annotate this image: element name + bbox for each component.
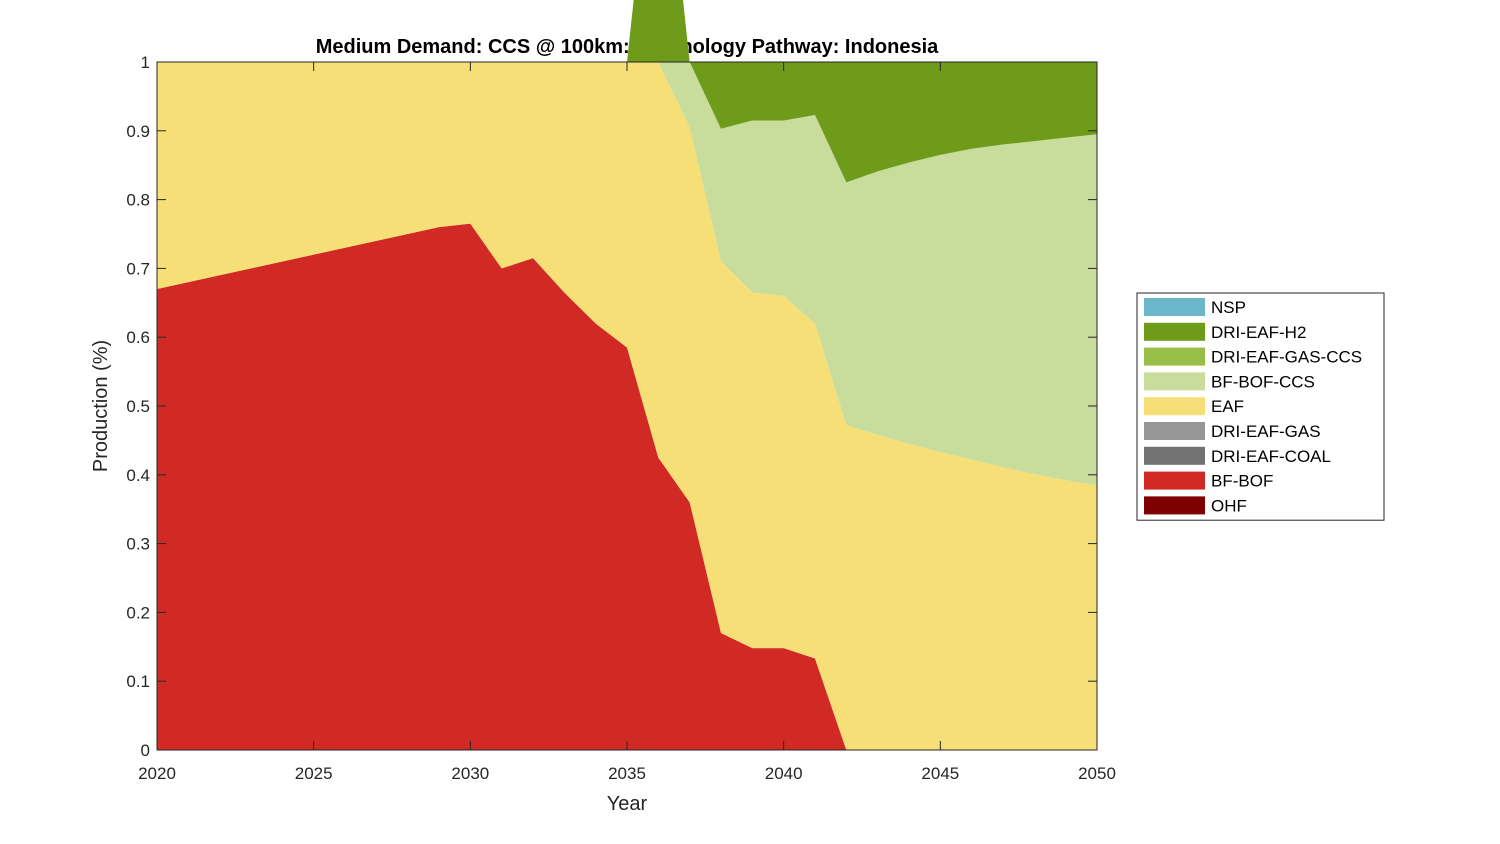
x-tick-label: 2025 bbox=[295, 764, 333, 783]
y-tick-label: 0 bbox=[141, 741, 150, 760]
x-tick-label: 2050 bbox=[1078, 764, 1116, 783]
legend-label-nsp: NSP bbox=[1211, 298, 1246, 317]
y-tick-label: 0.9 bbox=[126, 122, 150, 141]
legend-label-dri-eaf-gas: DRI-EAF-GAS bbox=[1211, 422, 1321, 441]
y-tick-label: 0.5 bbox=[126, 397, 150, 416]
legend-label-bf-bof: BF-BOF bbox=[1211, 472, 1273, 491]
x-axis-title: Year bbox=[607, 793, 648, 815]
legend-swatch-dri-eaf-coal bbox=[1144, 446, 1205, 465]
legend-label-ohf: OHF bbox=[1211, 496, 1247, 515]
legend-swatch-nsp bbox=[1144, 298, 1205, 316]
legend-label-eaf: EAF bbox=[1211, 397, 1244, 416]
axes: 2020 2025 2030 2035 2040 2045 2050 0 0.1 0.2 0.3 0.… bbox=[126, 53, 1116, 783]
x-tick-label: 2040 bbox=[765, 764, 803, 783]
y-axis-title: Production (%) bbox=[90, 340, 112, 472]
area-series-layer bbox=[157, 0, 1097, 750]
legend-label-dri-eaf-coal: DRI-EAF-COAL bbox=[1211, 447, 1331, 466]
x-tick-label: 2020 bbox=[138, 764, 176, 783]
y-tick-label: 0.7 bbox=[126, 259, 150, 278]
y-tick-label: 0.6 bbox=[126, 328, 150, 347]
area-bf-bof bbox=[157, 223, 1097, 750]
y-tick-label: 0.3 bbox=[126, 535, 150, 554]
x-tick-label: 2035 bbox=[608, 764, 646, 783]
legend: NSP DRI-EAF-H2 DRI-EAF-GAS-CCS BF-BOF-CCS EA… bbox=[1136, 292, 1385, 521]
legend-swatch-dri-eaf-gas bbox=[1144, 422, 1205, 440]
y-tick-label: 0.8 bbox=[126, 191, 150, 210]
area-bf-bof-ccs bbox=[157, 62, 1097, 486]
y-tick-label: 0.2 bbox=[126, 603, 150, 622]
x-tick-label: 2030 bbox=[451, 764, 489, 783]
y-tick-label: 1 bbox=[141, 53, 150, 72]
legend-swatch-bf-bof bbox=[1144, 471, 1205, 490]
y-tick-label: 0.1 bbox=[126, 672, 150, 691]
legend-label-bf-bof-ccs: BF-BOF-CCS bbox=[1211, 372, 1315, 391]
legend-swatch-ohf bbox=[1144, 496, 1205, 515]
legend-swatch-bf-bof-ccs bbox=[1144, 372, 1205, 391]
legend-label-dri-eaf-h2: DRI-EAF-H2 bbox=[1211, 323, 1306, 342]
chart-title: Medium Demand: CCS @ 100km: Technology P… bbox=[316, 36, 939, 58]
y-tick-label: 0.4 bbox=[126, 466, 150, 485]
legend-label-dri-eaf-gas-ccs: DRI-EAF-GAS-CCS bbox=[1211, 348, 1362, 367]
legend-swatch-eaf bbox=[1144, 397, 1205, 416]
area-eaf bbox=[157, 62, 1097, 750]
legend-swatch-dri-eaf-h2 bbox=[1144, 322, 1205, 341]
legend-swatch-dri-eaf-gas-ccs bbox=[1144, 347, 1205, 366]
x-tick-label: 2045 bbox=[921, 764, 959, 783]
area-dri-eaf-h2 bbox=[157, 0, 1097, 183]
